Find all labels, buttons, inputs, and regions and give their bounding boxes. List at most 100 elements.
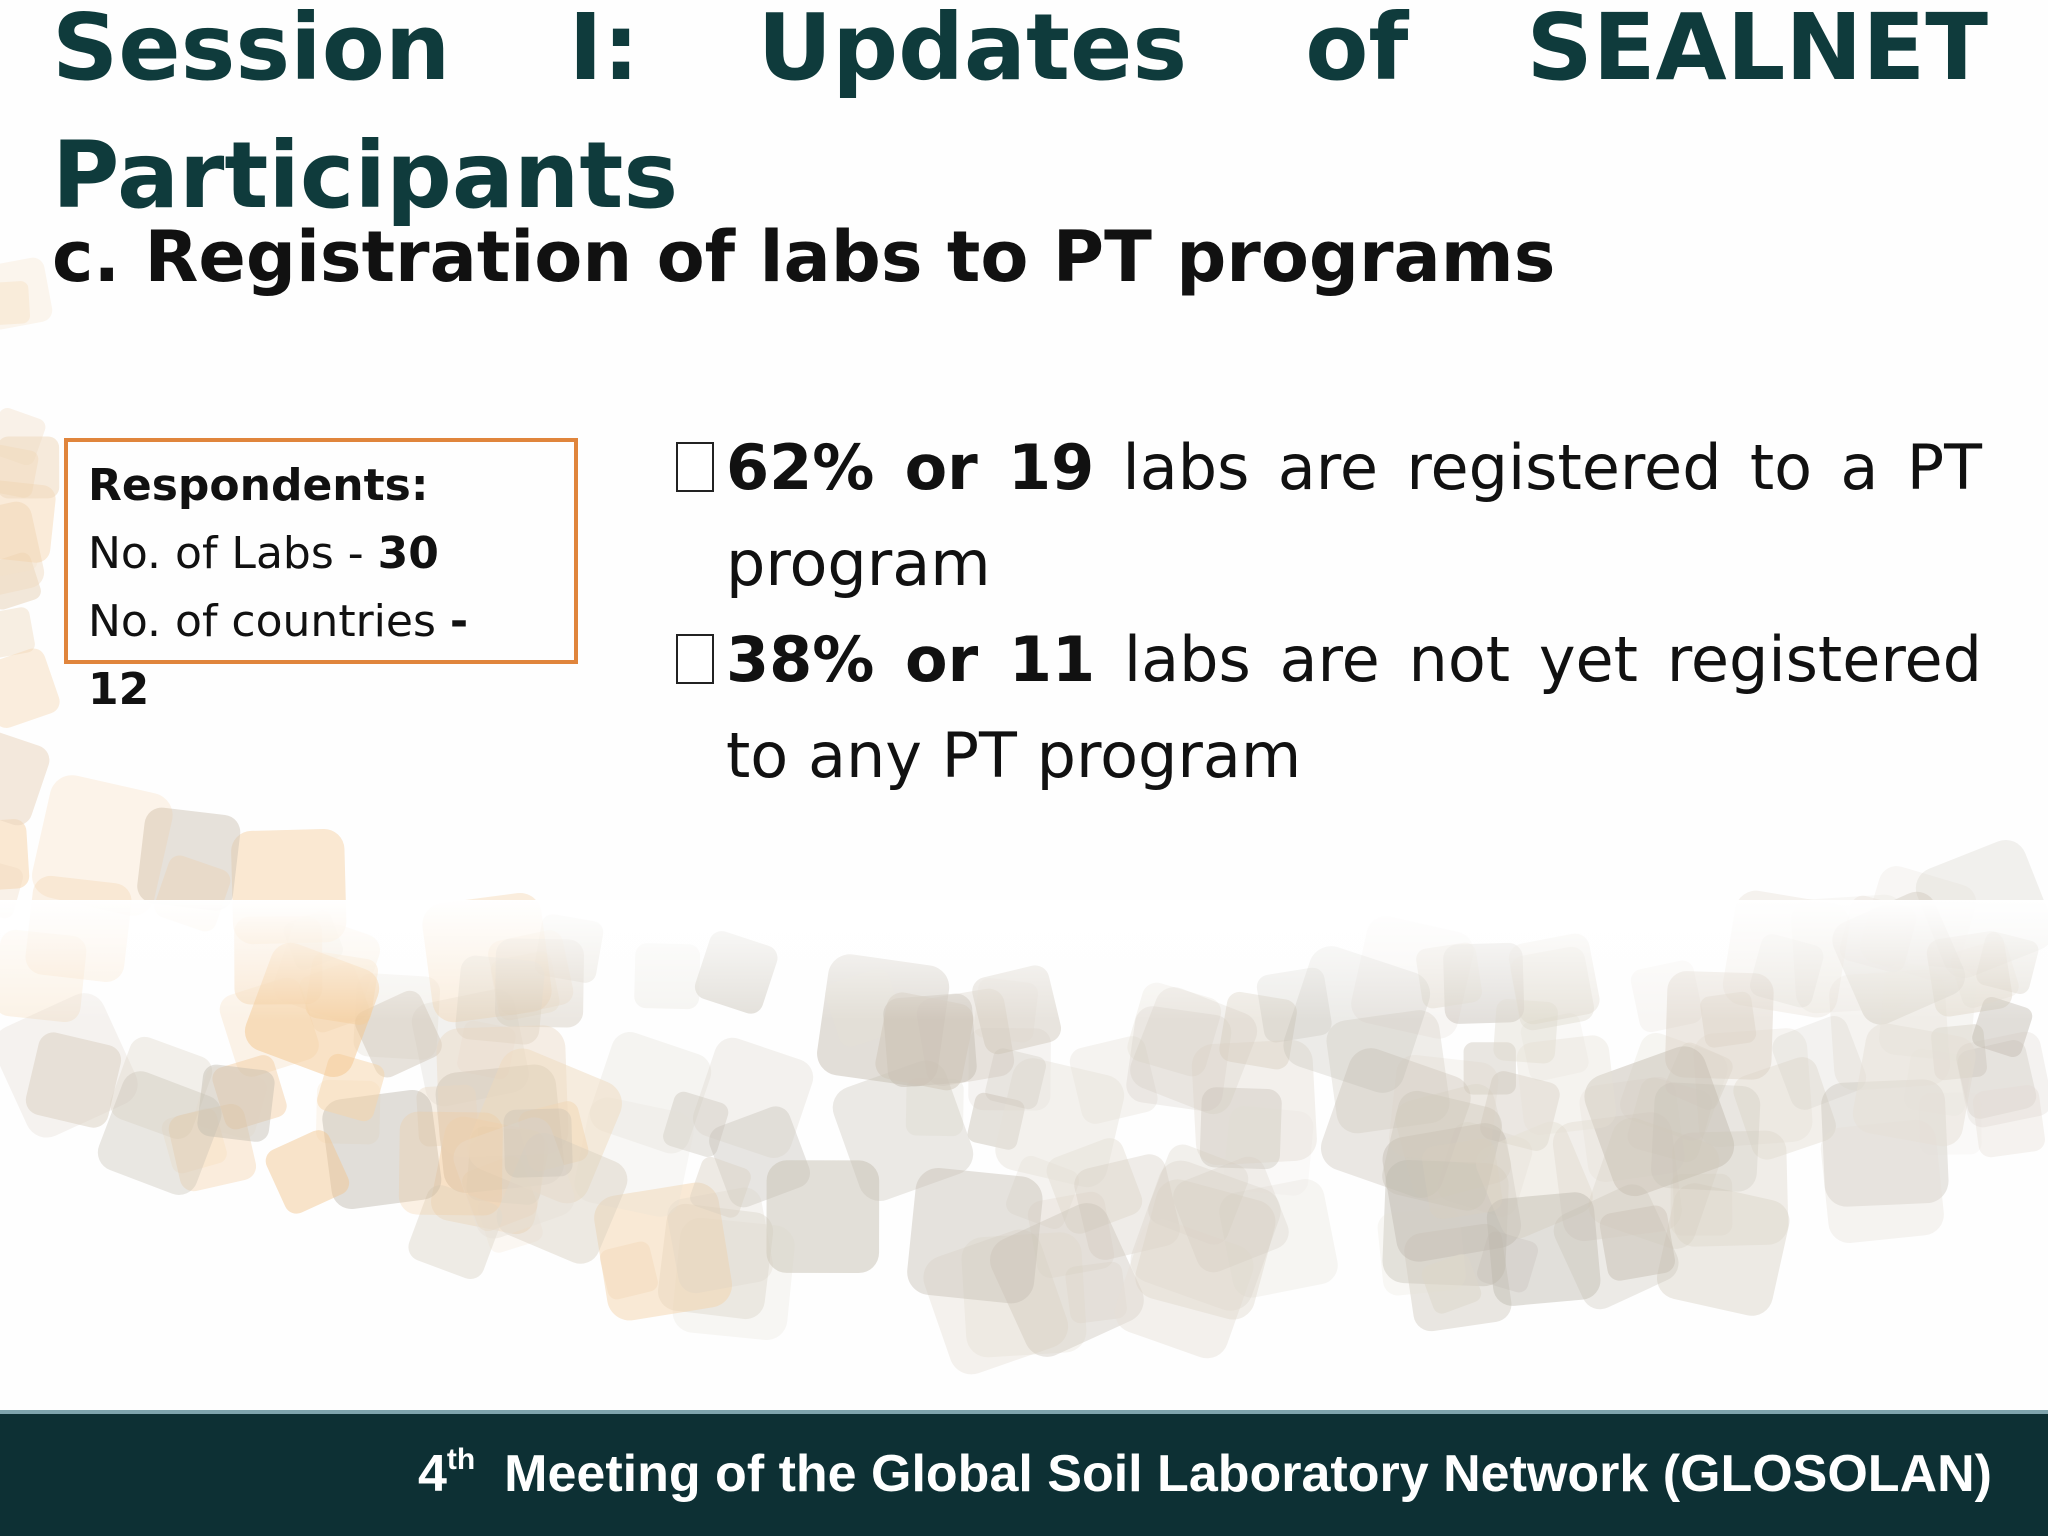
decorative-square	[1320, 1048, 1471, 1198]
bullet-body: labs are not yet registered to any PT pr…	[726, 623, 1982, 792]
decorative-square	[1135, 1179, 1276, 1320]
decorative-square	[1852, 1023, 1976, 1147]
decorative-square	[212, 1055, 287, 1130]
decorative-square	[0, 819, 30, 892]
decorative-square	[1148, 1144, 1249, 1245]
decorative-square	[968, 1027, 1051, 1111]
checkbox-bullet-icon	[676, 634, 714, 684]
decorative-square	[967, 1092, 1025, 1150]
decorative-square	[1130, 1160, 1281, 1311]
decorative-square	[0, 648, 60, 728]
decorative-square	[1588, 1117, 1720, 1249]
decorative-square	[0, 281, 31, 326]
decorative-square	[1516, 1035, 1617, 1135]
decorative-square	[690, 1156, 751, 1218]
bullet-item: 62% or 19 labs are registered to a PT pr…	[676, 420, 1982, 612]
labs-value: 30	[377, 528, 439, 579]
footer-text: 4th Meeting of the Global Soil Laborator…	[418, 1442, 1992, 1506]
decorative-square	[657, 1203, 774, 1320]
bullet-stat: 62% or 19	[726, 431, 1095, 504]
decorative-square	[1475, 1121, 1593, 1239]
countries-label: No. of countries	[88, 596, 450, 647]
decorative-square	[461, 1155, 538, 1232]
bullet-body: labs are registered to a PT program	[726, 431, 1982, 600]
decorative-square	[478, 1188, 543, 1253]
decorative-square	[1199, 1087, 1282, 1170]
decorative-square	[32, 775, 173, 916]
decorative-square	[1693, 1028, 1813, 1148]
decorative-square	[663, 1091, 729, 1157]
slide-title: Session I: Updates of SEALNET Participan…	[52, 0, 1988, 229]
bullet-stat: 38% or 11	[726, 623, 1096, 696]
decorative-square	[667, 1187, 773, 1294]
title-word: SEALNET	[1526, 0, 1988, 101]
slide-title-line1: Session I: Updates of SEALNET	[52, 0, 1988, 110]
decorative-square	[1672, 1130, 1789, 1247]
footer-bar: 4th Meeting of the Global Soil Laborator…	[0, 1410, 2048, 1536]
decorative-square	[832, 1060, 974, 1201]
decorative-square	[467, 1048, 622, 1204]
decorative-square	[1520, 1013, 1589, 1081]
decorative-square	[923, 1229, 1069, 1375]
title-word: Session	[52, 0, 451, 101]
decorative-square	[1820, 1119, 1944, 1243]
decorative-square	[589, 1032, 712, 1154]
decorative-square	[265, 1130, 350, 1214]
decorative-square	[692, 1037, 814, 1158]
decorative-square	[137, 807, 241, 911]
decorative-square	[766, 1160, 880, 1274]
decorative-square	[518, 1101, 589, 1172]
decorative-square	[1919, 1092, 1982, 1155]
decorative-square	[496, 1132, 628, 1264]
decorative-square	[1670, 1173, 1733, 1236]
decorative-square	[1421, 1254, 1482, 1314]
decorative-square	[1553, 1184, 1679, 1310]
decorative-square	[398, 1111, 503, 1216]
decorative-square	[672, 1217, 795, 1341]
decorative-square	[1395, 1083, 1512, 1200]
bullet-text: 38% or 11 labs are not yet registered to…	[726, 612, 1982, 804]
decorative-square	[1599, 1205, 1675, 1281]
decorative-square	[1651, 1082, 1761, 1192]
title-word: Updates	[757, 0, 1188, 101]
bullet-text: 62% or 19 labs are registered to a PT pr…	[726, 420, 1982, 612]
decorative-square	[1388, 1054, 1499, 1165]
decorative-square	[97, 1071, 222, 1195]
decorative-square	[168, 1103, 257, 1192]
decorative-square	[161, 1108, 227, 1174]
decorative-square	[0, 728, 50, 826]
decorative-square	[1584, 1046, 1735, 1197]
decorative-square	[25, 1032, 122, 1128]
decorative-square	[1382, 1090, 1502, 1211]
decorative-square	[0, 552, 41, 610]
decorative-square	[457, 1020, 516, 1080]
footer-ordinal: 4	[418, 1445, 447, 1503]
respondents-box	[64, 438, 578, 664]
decorative-square	[1069, 1036, 1158, 1124]
decorative-square	[1957, 1040, 2037, 1119]
decorative-square	[1620, 1032, 1728, 1141]
respondents-info: Respondents: No. of Labs - 30 No. of cou…	[88, 452, 548, 724]
decorative-square	[416, 1084, 479, 1147]
decorative-square	[1772, 1015, 1867, 1110]
decorative-square	[0, 436, 60, 499]
decorative-square	[408, 1185, 503, 1280]
decorative-square	[0, 257, 53, 330]
decorative-square	[961, 1232, 1087, 1358]
decorative-square	[1065, 1261, 1127, 1324]
title-word: of	[1305, 0, 1409, 101]
decorative-square	[574, 1097, 694, 1217]
decorative-square	[1074, 1154, 1180, 1260]
decorative-square	[1046, 1138, 1143, 1234]
decorative-square	[1552, 1112, 1682, 1242]
decorative-square	[194, 1066, 267, 1139]
labs-label: No. of Labs -	[88, 528, 378, 579]
decorative-square	[1027, 1191, 1115, 1278]
countries-dash: -	[449, 596, 469, 647]
decorative-square	[110, 1036, 213, 1139]
bullet-list: 62% or 19 labs are registered to a PT pr…	[676, 420, 1982, 804]
decorative-square	[0, 479, 56, 563]
countries-value: 12	[88, 664, 150, 715]
slide-title-line2: Participants	[52, 122, 679, 229]
